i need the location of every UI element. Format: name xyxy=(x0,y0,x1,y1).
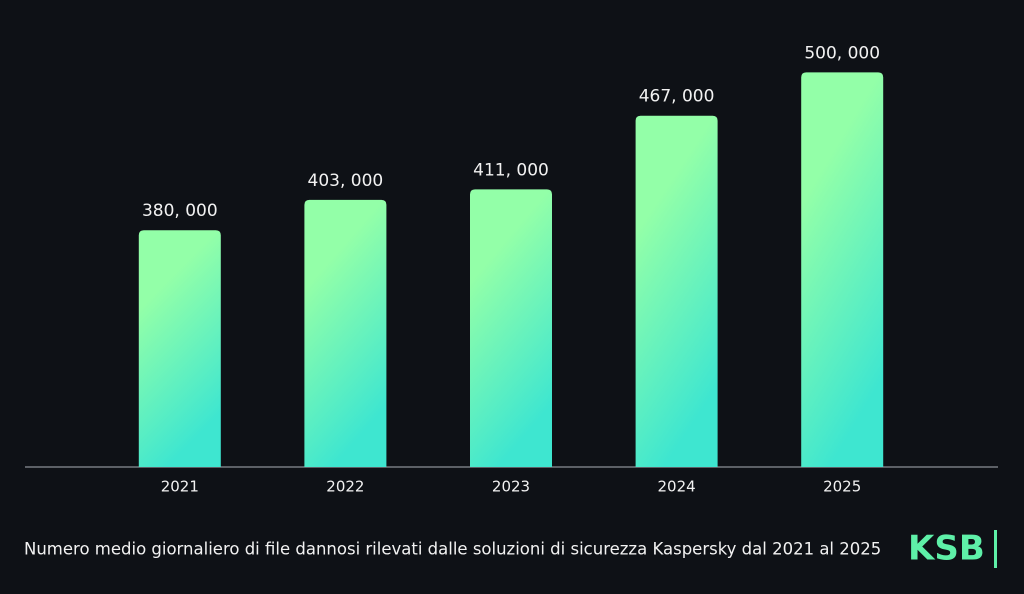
logo-bar xyxy=(994,530,997,568)
x-tick-label: 2021 xyxy=(161,478,199,496)
value-label: 500, 000 xyxy=(804,43,880,63)
logo: KSB xyxy=(908,529,985,569)
x-tick-label: 2025 xyxy=(823,478,861,496)
bar xyxy=(304,199,387,467)
x-tick-label: 2024 xyxy=(658,478,696,496)
value-label: 403, 000 xyxy=(308,171,384,191)
value-label: 467, 000 xyxy=(639,87,715,107)
value-label: 411, 000 xyxy=(473,160,549,180)
x-tick-label: 2022 xyxy=(326,478,364,496)
bar xyxy=(470,189,552,467)
bar xyxy=(801,72,884,467)
caption: Numero medio giornaliero di file dannosi… xyxy=(24,540,881,559)
x-tick-label: 2023 xyxy=(492,478,530,496)
bar xyxy=(635,115,718,468)
bar xyxy=(138,230,221,467)
value-label: 380, 000 xyxy=(142,201,218,221)
